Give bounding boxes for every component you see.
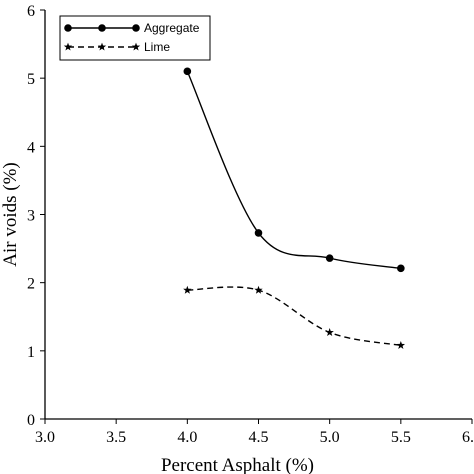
legend-marker bbox=[132, 24, 140, 32]
series-layer bbox=[183, 67, 406, 349]
lime-point bbox=[254, 285, 263, 294]
x-tick-label: 4.0 bbox=[177, 429, 197, 446]
x-tick-label: 5.5 bbox=[391, 429, 411, 446]
y-tick-label: 4 bbox=[27, 139, 35, 156]
aggregate-point bbox=[254, 229, 263, 237]
legend-marker bbox=[97, 42, 107, 51]
aggregate-point bbox=[183, 67, 192, 76]
y-tick-label: 3 bbox=[27, 208, 35, 225]
y-tick-label: 2 bbox=[27, 276, 35, 293]
series-aggregate bbox=[183, 67, 405, 273]
legend-marker bbox=[98, 24, 106, 32]
legend-marker bbox=[131, 42, 141, 51]
aggregate-point bbox=[325, 254, 334, 262]
legend-item-lime: Lime bbox=[63, 40, 170, 54]
legend-box bbox=[59, 15, 211, 61]
y-tick-label: 5 bbox=[27, 71, 35, 88]
y-tick-label: 6 bbox=[27, 3, 35, 20]
aggregate-point bbox=[397, 264, 405, 273]
axes bbox=[44, 10, 472, 420]
tick-marks bbox=[40, 9, 473, 424]
legend-marker bbox=[64, 24, 72, 32]
legend: Aggregate Lime bbox=[59, 15, 211, 61]
lime-point bbox=[325, 328, 334, 336]
lime-line bbox=[187, 286, 401, 347]
y-tick-label: 0 bbox=[27, 412, 35, 429]
series-lime bbox=[183, 285, 406, 349]
x-tick-label: 3.0 bbox=[35, 429, 55, 446]
x-tick-label: 5.0 bbox=[320, 429, 340, 446]
legend-item-aggregate: Aggregate bbox=[64, 21, 200, 35]
x-tick-label: 6.0 bbox=[462, 429, 474, 446]
lime-point bbox=[396, 340, 406, 349]
lime-point bbox=[183, 285, 192, 294]
legend-marker bbox=[63, 42, 73, 51]
aggregate-line bbox=[186, 71, 401, 270]
x-axis-title: Percent Asphalt (%) bbox=[161, 455, 314, 474]
y-axis-title: Air voids (%) bbox=[0, 162, 21, 266]
x-tick-label: 4.5 bbox=[249, 429, 269, 446]
legend-label: Aggregate bbox=[144, 21, 200, 35]
y-tick-label: 1 bbox=[27, 344, 35, 361]
legend-label: Lime bbox=[144, 40, 170, 54]
x-tick-label: 3.5 bbox=[106, 429, 126, 446]
tick-labels: 3.0 3.5 4.0 4.5 5.0 5.5 6.0 0 1 2 3 4 5 6 bbox=[27, 3, 474, 446]
